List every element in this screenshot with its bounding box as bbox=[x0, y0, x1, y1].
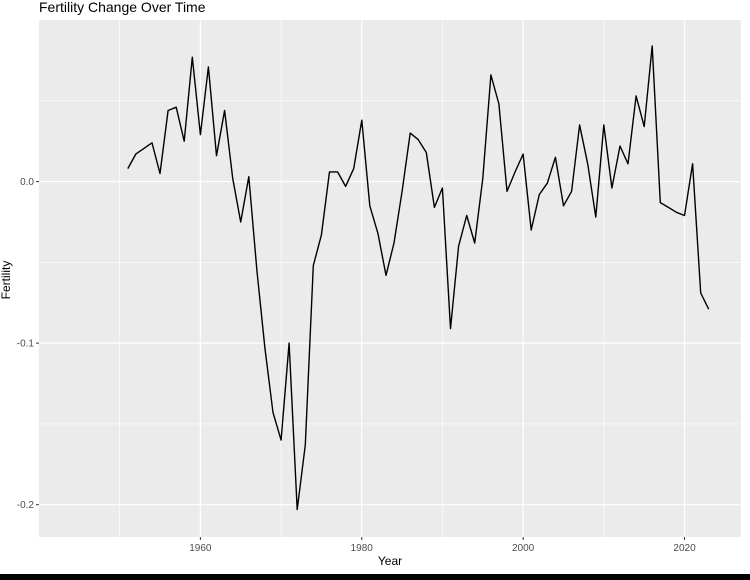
series-layer bbox=[127, 45, 710, 511]
y-tick-label: 0.0 bbox=[20, 177, 34, 188]
y-tick-label: -0.2 bbox=[17, 500, 35, 511]
x-tick-label: 2020 bbox=[673, 543, 696, 554]
x-tick-label: 1960 bbox=[189, 543, 212, 554]
x-tick-label: 1980 bbox=[351, 543, 374, 554]
y-axis-title: Fertility bbox=[0, 261, 13, 300]
x-tick-label: 2000 bbox=[512, 543, 535, 554]
chart-title: Fertility Change Over Time bbox=[39, 0, 206, 15]
y-tick-label: -0.1 bbox=[17, 339, 35, 350]
series-line bbox=[127, 45, 710, 511]
y-axis-ticks: -0.2 -0.1 0.0 bbox=[17, 177, 39, 511]
x-axis-ticks: 1960 1980 2000 2020 bbox=[189, 537, 696, 554]
major-gridlines bbox=[39, 20, 741, 537]
plot-panel bbox=[39, 20, 741, 537]
x-axis-title: Year bbox=[378, 554, 402, 568]
minor-gridlines bbox=[39, 20, 741, 537]
